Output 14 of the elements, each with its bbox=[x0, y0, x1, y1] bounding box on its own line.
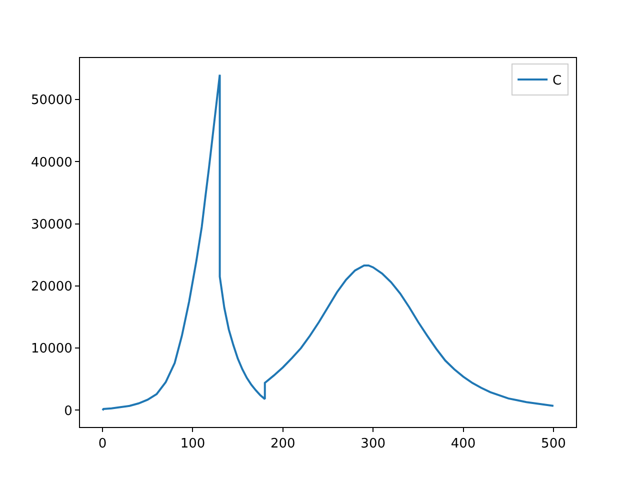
line-series bbox=[102, 74, 554, 412]
y-tick-label: 50000 bbox=[31, 93, 72, 108]
x-tick-label: 300 bbox=[360, 436, 386, 452]
x-tick-label: 0 bbox=[98, 436, 107, 452]
x-tick-label: 400 bbox=[450, 436, 476, 452]
y-tick-label: 40000 bbox=[31, 155, 72, 170]
y-tick-label: 10000 bbox=[31, 342, 72, 357]
x-tick-label: 100 bbox=[180, 436, 206, 452]
y-tick-label: 30000 bbox=[31, 217, 72, 232]
legend-label: C bbox=[552, 74, 562, 89]
y-tick-label: 20000 bbox=[31, 280, 72, 295]
x-tick-label: 500 bbox=[541, 436, 566, 452]
x-tick-label: 200 bbox=[270, 436, 296, 452]
y-tick-label: 0 bbox=[64, 404, 72, 419]
